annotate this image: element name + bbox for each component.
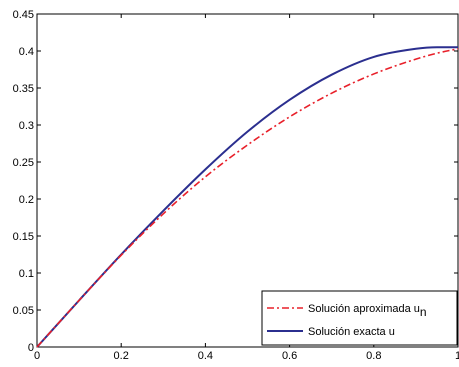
y-tick-label: 0.35	[13, 83, 34, 95]
y-tick-label: 0.3	[19, 120, 34, 132]
x-tick-label: 0.8	[366, 350, 381, 362]
x-tick-label: 1	[455, 350, 459, 362]
x-tick-label: 0.2	[114, 350, 129, 362]
y-tick-label: 0.45	[13, 9, 34, 21]
legend-label-text: Solución exacta u	[308, 326, 395, 338]
series-layer	[36, 46, 459, 348]
y-tick-label: 0.25	[13, 157, 34, 169]
y-tick-label: 0.2	[19, 194, 34, 206]
y-tick-label: 0.1	[19, 268, 34, 280]
x-tick-label: 0.6	[282, 350, 297, 362]
legend-label-text: Solución aproximada u	[308, 303, 420, 315]
y-tick-label: 0	[28, 342, 34, 354]
axis-ticks: 0 0.2 0.4 0.6 0.8 1 0 0.05 0.1 0.15 0.2 0.25 0.3 0.35…	[13, 9, 459, 362]
legend: Solución aproximada un Solución exacta u	[261, 290, 458, 346]
legend-box	[261, 290, 458, 346]
y-tick-label: 0.05	[13, 305, 34, 317]
series-line-exact	[36, 46, 458, 348]
series-line-approximate	[36, 47, 459, 348]
y-tick-label: 0.15	[13, 231, 34, 243]
x-tick-label: 0.4	[198, 350, 213, 362]
x-tick-label: 0	[34, 350, 40, 362]
legend-label: Solución exacta u	[308, 326, 395, 338]
y-tick-label: 0.4	[19, 46, 34, 58]
legend-label: Solución aproximada un	[308, 303, 427, 319]
legend-label-subscript: n	[420, 305, 427, 319]
